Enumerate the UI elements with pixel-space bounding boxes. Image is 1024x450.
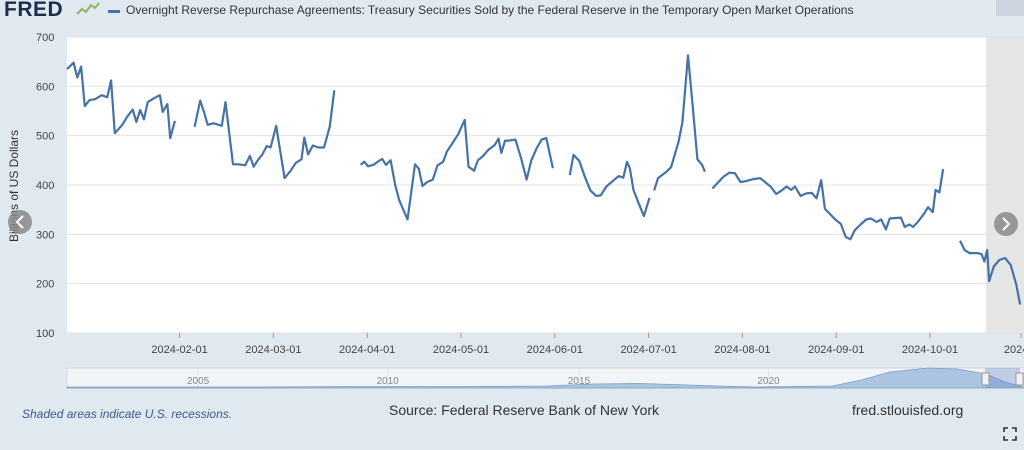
x-tick-label: 2024-08-01 (714, 344, 770, 356)
scroll-left-circle (8, 210, 32, 234)
chart-menu-corner[interactable] (996, 0, 1024, 16)
x-tick-label: 2024-09-01 (808, 344, 864, 356)
y-axis-tick-labels: 100 200 300 400 500 600 700 (36, 32, 54, 340)
chart-header: FRED Overnight Reverse Repurchase Agreem… (0, 0, 1024, 26)
range-navigator[interactable]: 2005 2010 2015 2020 (66, 367, 1024, 389)
fullscreen-icon[interactable] (1003, 427, 1017, 441)
x-tick-label: 2024-06-01 (527, 344, 583, 356)
chevron-left-icon (15, 215, 24, 229)
navigator-right-handle[interactable] (1015, 372, 1024, 386)
navigator-year-label: 2005 (187, 376, 210, 387)
source-note: Source: Federal Reserve Bank of New York (389, 402, 660, 418)
scroll-right-circle (994, 212, 1018, 236)
scroll-left-button[interactable] (8, 210, 32, 234)
fred-logo[interactable]: FRED (4, 0, 64, 21)
series-lines (66, 54, 1022, 305)
chevron-right-icon (1002, 217, 1011, 231)
x-axis-tick-labels: 2024-02-01 2024-03-01 2024-04-01 2024-05-01… (151, 333, 1024, 356)
legend-line-icon (108, 10, 120, 13)
x-tick-label: 2024-02-01 (151, 344, 207, 356)
series-line-segment (959, 240, 1022, 305)
series-line-segment (568, 153, 651, 218)
x-tick-label: 2024-10-01 (902, 344, 958, 356)
navigator-year-label: 2020 (757, 376, 780, 387)
x-tick-label: 2024-05-01 (433, 344, 489, 356)
series-line-segment (359, 118, 554, 221)
series-line-segment (66, 61, 176, 140)
x-tick-label: 2024-1 (1004, 344, 1024, 356)
series-line-segment (193, 90, 336, 180)
series-title[interactable]: Overnight Reverse Repurchase Agreements:… (126, 3, 854, 17)
navigator-series-area (66, 367, 1024, 389)
y-tick-label: 100 (36, 328, 54, 340)
navigator-year-label: 2010 (376, 376, 399, 387)
navigator-selection (985, 368, 1020, 388)
y-tick-label: 200 (36, 279, 54, 291)
x-tick-label: 2024-03-01 (245, 344, 301, 356)
fred-logo-spark-icon (76, 2, 100, 15)
y-tick-label: 700 (36, 32, 54, 44)
series-line-segment (653, 54, 706, 191)
x-tick-label: 2024-04-01 (339, 344, 395, 356)
y-tick-label: 300 (36, 229, 54, 241)
navigator-year-label: 2015 (568, 376, 591, 387)
series-line-segment (711, 169, 945, 241)
y-tick-label: 600 (36, 81, 54, 93)
grid-lines (67, 36, 1024, 334)
y-tick-label: 400 (36, 180, 54, 192)
site-link[interactable]: fred.stlouisfed.org (852, 402, 964, 418)
x-tick-label: 2024-07-01 (620, 344, 676, 356)
scroll-right-button[interactable] (994, 212, 1018, 236)
recession-note: Shaded areas indicate U.S. recessions. (22, 407, 233, 421)
y-tick-label: 500 (36, 131, 54, 143)
navigator-left-handle[interactable] (981, 372, 990, 386)
